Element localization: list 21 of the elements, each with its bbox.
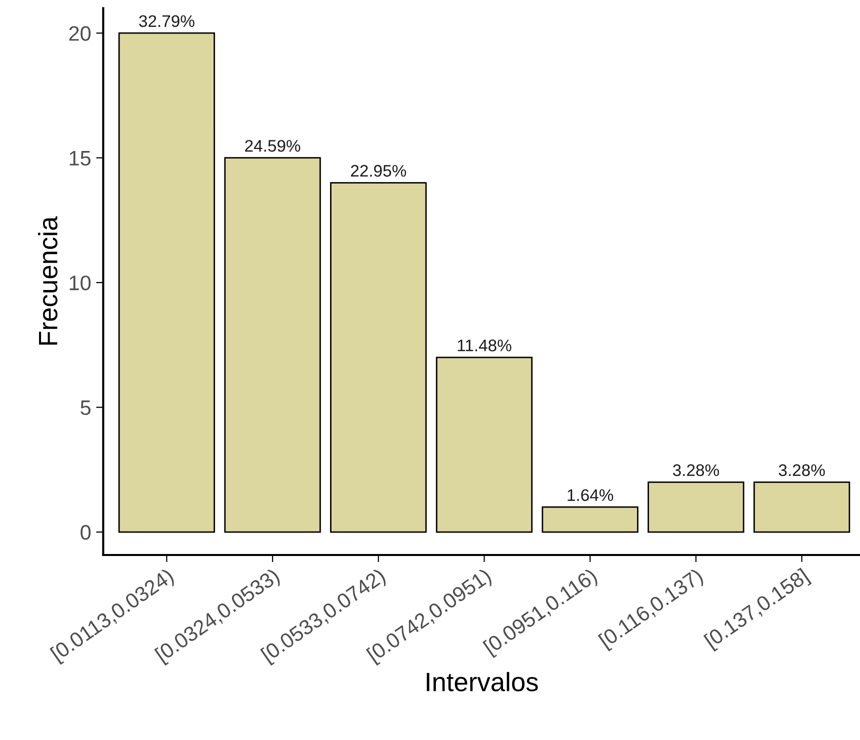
bar [118, 32, 216, 533]
y-tick-label: 5 [80, 400, 91, 416]
y-tick-label: 0 [80, 525, 91, 540]
annotation: 22.95% [350, 164, 406, 177]
annotation: 24.59% [245, 140, 300, 152]
bar [436, 356, 533, 533]
y-tick-label: 10 [70, 276, 91, 290]
annotation: 32.79% [139, 15, 194, 28]
annotation: 3.28% [778, 464, 825, 476]
y-tick-label: 20 [69, 26, 91, 41]
annotation: 11.48% [458, 340, 512, 352]
annotation: 3.28% [672, 464, 719, 476]
y-tick-label: 15 [70, 151, 91, 166]
annotation: 1.64% [568, 489, 614, 502]
bar [648, 481, 744, 533]
bar [542, 506, 638, 533]
bar [330, 182, 427, 533]
x-axis-title: Intervalos [426, 672, 538, 692]
y-axis-title: Frecuencia [38, 216, 58, 345]
bar [753, 481, 850, 533]
bar [224, 157, 321, 533]
